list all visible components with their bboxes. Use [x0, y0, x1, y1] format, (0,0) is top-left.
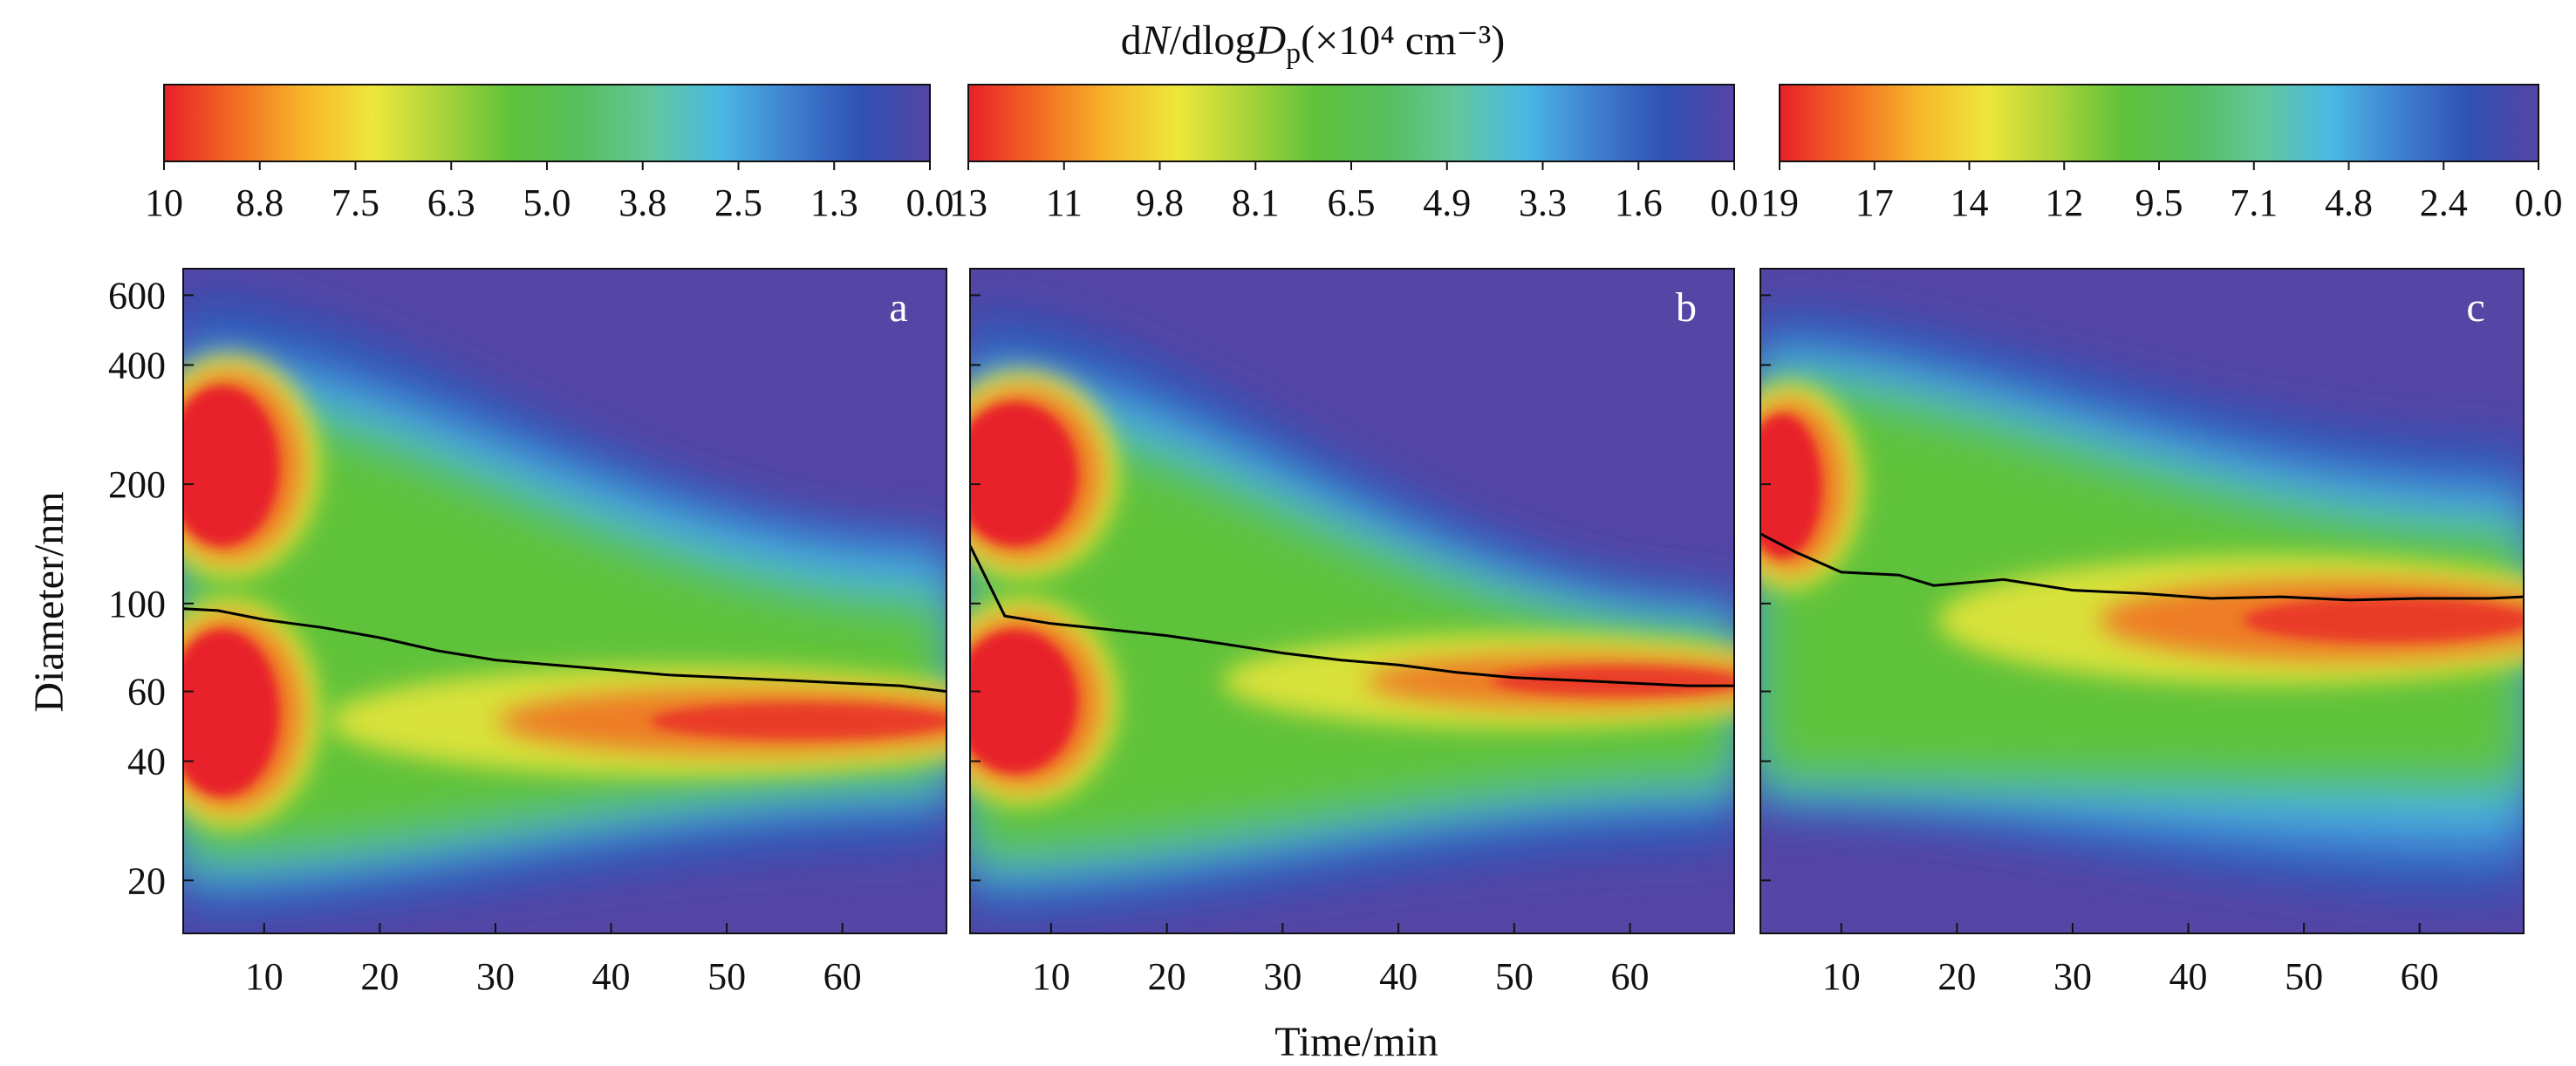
panel-label-a: a	[889, 284, 907, 331]
panel-label-b: b	[1676, 284, 1697, 331]
colorbar-tick-label-b: 9.8	[1136, 181, 1184, 224]
heatmap-b	[970, 269, 1734, 933]
x-tick-label-b: 40	[1379, 955, 1418, 998]
x-tick-label-a: 20	[360, 955, 399, 998]
panel-b: b 10 20 30 40 50 60	[969, 268, 1735, 998]
colorbar-tick-label-b: 1.6	[1615, 181, 1663, 224]
heatmap-panels: a 10 20 30 40 50 60 20 40 60 100 200 400 600 b 10 20 30 40…	[108, 268, 2525, 998]
x-tick-label-b: 10	[1032, 955, 1070, 998]
colorbar-tick-label-a: 0.0	[906, 181, 954, 224]
colorbar-tick-label-a: 8.8	[236, 181, 284, 224]
colorbar-tick-label-a: 6.3	[427, 181, 475, 224]
x-tick-label-b: 60	[1611, 955, 1650, 998]
y-tick-label-a: 400	[108, 344, 166, 386]
colorbar-tick-label-c: 0.0	[2515, 181, 2563, 224]
x-tick-label-b: 20	[1148, 955, 1186, 998]
x-tick-label-a: 40	[592, 955, 631, 998]
panel-frame-c	[1759, 268, 2525, 934]
y-tick-label-a: 60	[127, 671, 166, 714]
colorbar-tick-label-a: 10	[145, 181, 183, 224]
y-tick-label-a: 20	[127, 859, 166, 902]
x-tick-label-b: 50	[1495, 955, 1534, 998]
x-tick-label-a: 50	[707, 955, 746, 998]
colorbar-tick-label-b: 8.1	[1232, 181, 1280, 224]
x-tick-label-b: 30	[1263, 955, 1302, 998]
colorbar-tick-label-b: 13	[949, 181, 987, 224]
colorbar-tick-label-c: 17	[1855, 181, 1894, 224]
y-tick-label-a: 100	[108, 583, 166, 625]
x-tick-label-c: 40	[2169, 955, 2208, 998]
colorbar-a	[163, 84, 931, 162]
colorbar-tick-label-b: 11	[1046, 181, 1083, 224]
colorbar-title-d: D	[1254, 17, 1286, 64]
panel-a: a 10 20 30 40 50 60 20 40 60 100 200 400 600	[108, 268, 947, 998]
panel-label-c: c	[2466, 284, 2484, 331]
colorbar-tick-label-a: 3.8	[618, 181, 666, 224]
heatmap-a	[183, 269, 946, 933]
colorbar-tick-label-c: 12	[2045, 181, 2083, 224]
median-line-a	[183, 607, 946, 694]
colorbar-tick-label-a: 1.3	[810, 181, 858, 224]
colorbar-title-mid: /dlog	[1170, 17, 1256, 64]
y-tick-label-a: 40	[127, 741, 166, 783]
heatmap-band-4	[970, 414, 1734, 857]
panel-c: c 10 20 30 40 50 60	[1759, 268, 2525, 998]
colorbar-title-unit: (×10⁴ cm⁻³)	[1301, 17, 1505, 64]
colorbar-b	[967, 84, 1735, 162]
x-tick-label-a: 30	[476, 955, 515, 998]
colorbar-tick-label-b: 0.0	[1711, 181, 1759, 224]
colorbars: 10 8.8 7.5 6.3 5.0 3.8 2.5 1.3 0.013 11 9.8 8.1 6.5 4…	[145, 84, 2563, 224]
colorbar-title-n: N	[1141, 17, 1172, 64]
colorbar-tick-label-c: 9.5	[2135, 181, 2183, 224]
colorbar-title-prefix: d	[1121, 17, 1142, 64]
x-tick-label-c: 20	[1937, 955, 1976, 998]
heatmap-c	[1760, 269, 2524, 933]
colorbar-tick-label-a: 5.0	[523, 181, 571, 224]
median-line-b	[970, 544, 1734, 687]
x-tick-label-a: 10	[245, 955, 284, 998]
panel-frame-a	[182, 268, 947, 934]
colorbar-c	[1779, 84, 2539, 162]
x-tick-label-c: 30	[2053, 955, 2092, 998]
colorbar-title: dN/dlogDp(×10⁴ cm⁻³)	[1121, 17, 1506, 70]
colorbar-tick-label-c: 14	[1951, 181, 1989, 224]
colorbar-title-sub: p	[1286, 38, 1301, 70]
panel-frame-b	[969, 268, 1735, 934]
median-line-c	[1760, 532, 2524, 602]
x-tick-label-c: 50	[2285, 955, 2323, 998]
colorbar-tick-label-b: 3.3	[1519, 181, 1567, 224]
colorbar-tick-label-b: 4.9	[1423, 181, 1471, 224]
y-tick-label-a: 200	[108, 463, 166, 506]
colorbar-tick-label-c: 4.8	[2325, 181, 2373, 224]
x-axis-title: Time/min	[1274, 1019, 1438, 1065]
y-tick-label-a: 600	[108, 274, 166, 317]
colorbar-tick-label-a: 7.5	[331, 181, 379, 224]
colorbar-tick-label-c: 2.4	[2420, 181, 2468, 224]
x-tick-label-c: 10	[1822, 955, 1861, 998]
colorbar-tick-label-a: 2.5	[714, 181, 762, 224]
x-tick-label-a: 60	[823, 955, 862, 998]
colorbar-tick-label-c: 19	[1760, 181, 1799, 224]
colorbar-tick-label-b: 6.5	[1328, 181, 1376, 224]
x-tick-label-c: 60	[2401, 955, 2439, 998]
y-axis-title: Diameter/nm	[26, 491, 72, 712]
colorbar-tick-label-c: 7.1	[2230, 181, 2278, 224]
